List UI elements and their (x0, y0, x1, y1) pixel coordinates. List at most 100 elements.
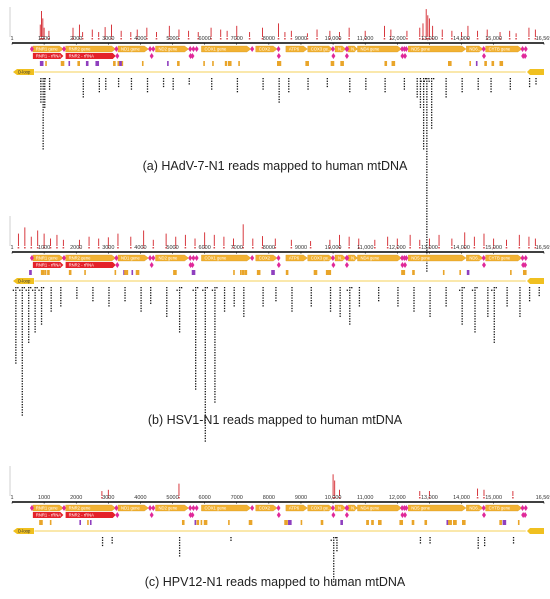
trna-marker (523, 262, 528, 268)
read-dot (349, 305, 351, 307)
panel-c: 1 1000 2000 3000 4000 5000 6000 7000 8000 9000 10,… (9, 466, 550, 589)
read-dot (195, 354, 197, 356)
read-dot (195, 370, 197, 372)
read-dot (413, 305, 415, 307)
read-dot (429, 287, 431, 289)
gene-label: COX2 (259, 46, 271, 51)
coverage-tick-mark (483, 497, 485, 499)
read-dot (195, 365, 197, 367)
read-dot (204, 422, 206, 424)
dloop-label: D-loop (18, 278, 31, 283)
trna-marker (29, 255, 34, 261)
feature-block (241, 270, 245, 275)
read-dot (519, 307, 521, 310)
read-dot (333, 560, 335, 562)
read-dot (236, 78, 239, 80)
trna-marker (404, 255, 409, 261)
read-dot (288, 91, 290, 93)
read-dot (223, 305, 226, 307)
read-dot (431, 78, 433, 80)
gene-arrow (357, 254, 402, 262)
read-dot (491, 289, 493, 291)
feature-block (402, 270, 406, 275)
trna-marker (250, 255, 255, 261)
gene-arrow (117, 45, 149, 53)
read-dot (34, 315, 36, 317)
read-dot (461, 310, 463, 312)
gene-label: COX2 (259, 505, 271, 510)
read-dot (162, 85, 165, 88)
read-dot (329, 300, 332, 302)
read-dot (98, 80, 100, 82)
read-dot (21, 323, 23, 325)
gene-arrow (255, 504, 278, 512)
read-dot (336, 544, 338, 547)
read-dot (493, 305, 495, 307)
read-dot (477, 85, 479, 88)
read-dot (204, 427, 206, 429)
coverage-tick-mark (130, 38, 132, 40)
read-dot (275, 287, 277, 289)
read-dot (333, 576, 335, 578)
read-dot (431, 106, 433, 108)
read-dot (493, 310, 495, 312)
read-dot (42, 148, 44, 150)
read-dot (422, 78, 425, 80)
read-dot (44, 80, 46, 82)
read-dot (28, 336, 30, 338)
coverage-tick-mark (232, 247, 235, 249)
read-dot (461, 80, 463, 82)
read-dot (426, 117, 428, 119)
read-dot (493, 333, 495, 336)
read-dot (204, 393, 206, 395)
read-dot (178, 552, 181, 554)
read-dot (426, 150, 428, 153)
read-dot (288, 88, 290, 90)
read-dot (42, 124, 44, 127)
read-dot (15, 328, 17, 330)
read-dot (36, 287, 38, 289)
read-dot (474, 313, 476, 315)
read-dot (422, 93, 425, 95)
read-dot (426, 111, 428, 114)
read-dot (204, 292, 206, 294)
read-dot (28, 305, 30, 307)
coverage-tick-mark (101, 497, 103, 499)
read-dot (204, 294, 206, 297)
read-dot (21, 401, 23, 403)
read-dot (358, 287, 361, 289)
read-dot (214, 315, 216, 317)
read-dot (493, 292, 495, 294)
feature-block (320, 520, 324, 525)
coverage-tick-mark (274, 247, 277, 249)
read-dot (474, 318, 476, 320)
read-dot (339, 297, 341, 299)
read-dot (204, 336, 206, 338)
read-dot (426, 241, 428, 244)
read-dot (204, 406, 206, 408)
coverage-tick-mark (333, 497, 336, 499)
read-dot (140, 297, 142, 299)
read-dot (15, 354, 17, 356)
gene-arrow (466, 45, 484, 53)
read-dot (426, 174, 428, 176)
gene-arrow (466, 254, 484, 262)
coverage-tick-mark (427, 38, 429, 40)
read-dot (214, 359, 216, 362)
read-dot (262, 78, 264, 80)
feature-block (114, 270, 117, 275)
read-dot (461, 287, 463, 289)
read-dot (426, 132, 428, 134)
panel-caption: (a) HAdV-7-N1 reads mapped to human mtDN… (143, 159, 408, 173)
read-dot (278, 98, 280, 101)
read-dot (384, 85, 386, 88)
axis-tick-label: 11,000 (357, 495, 373, 501)
coverage-tick-mark (518, 247, 521, 249)
coverage-tick-mark (261, 38, 264, 40)
read-dot (204, 323, 206, 325)
read-dot (172, 80, 174, 82)
coverage-tick-mark (338, 497, 341, 499)
read-dot (21, 313, 23, 315)
coverage-tick-mark (290, 247, 293, 249)
read-dot (445, 78, 447, 80)
